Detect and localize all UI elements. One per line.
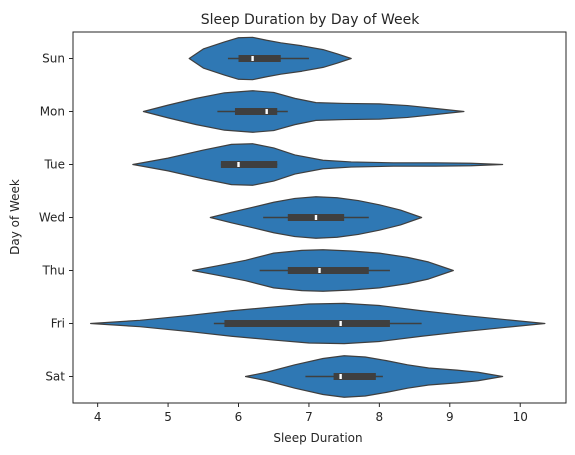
- median-marker: [237, 162, 240, 167]
- x-tick-label: 7: [305, 410, 313, 424]
- median-marker: [339, 321, 342, 326]
- y-tick-label: Wed: [39, 211, 65, 225]
- median-marker: [314, 215, 318, 220]
- violin-body: [142, 90, 465, 133]
- violin-sat: [244, 355, 504, 398]
- iqr-box: [287, 267, 369, 274]
- x-axis-ticks: 4 5 6 7 8 9 10: [94, 403, 528, 424]
- iqr-box: [238, 55, 281, 62]
- x-tick-label: 4: [94, 410, 102, 424]
- violin-fri: [90, 302, 546, 345]
- iqr-box: [234, 108, 278, 115]
- y-tick-label: Thu: [41, 264, 65, 278]
- y-tick-label: Fri: [51, 317, 65, 331]
- y-axis-label: Day of Week: [8, 179, 22, 255]
- iqr-box: [224, 320, 390, 327]
- violin-mon: [142, 90, 465, 133]
- violin-body: [132, 143, 504, 186]
- y-tick-label: Mon: [40, 105, 65, 119]
- median-marker: [318, 268, 321, 273]
- x-tick-label: 5: [164, 410, 172, 424]
- y-axis-ticks: Sun Mon Tue Wed Thu Fri Sat: [39, 52, 73, 384]
- x-tick-label: 8: [376, 410, 384, 424]
- violin-wed: [209, 196, 423, 239]
- y-tick-label: Sat: [45, 370, 65, 384]
- violin-tue: [132, 143, 504, 186]
- x-tick-label: 10: [513, 410, 528, 424]
- x-tick-label: 6: [235, 410, 243, 424]
- x-axis-label: Sleep Duration: [273, 431, 362, 445]
- x-tick-label: 9: [446, 410, 454, 424]
- median-marker: [251, 56, 254, 61]
- chart-title: Sleep Duration by Day of Week: [201, 12, 421, 28]
- violins-layer: [90, 36, 546, 398]
- iqr-box: [220, 161, 278, 168]
- iqr-box: [333, 373, 376, 380]
- median-marker: [339, 374, 342, 379]
- median-marker: [265, 109, 268, 114]
- violin-sun: [188, 36, 352, 81]
- plot-frame: [72, 31, 567, 404]
- violin-thu: [192, 249, 454, 292]
- y-tick-label: Sun: [42, 52, 65, 66]
- y-tick-label: Tue: [44, 158, 66, 172]
